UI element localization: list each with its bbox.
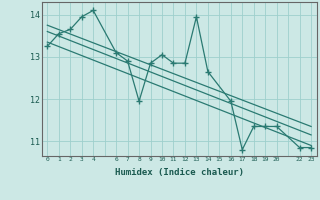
X-axis label: Humidex (Indice chaleur): Humidex (Indice chaleur)	[115, 168, 244, 177]
